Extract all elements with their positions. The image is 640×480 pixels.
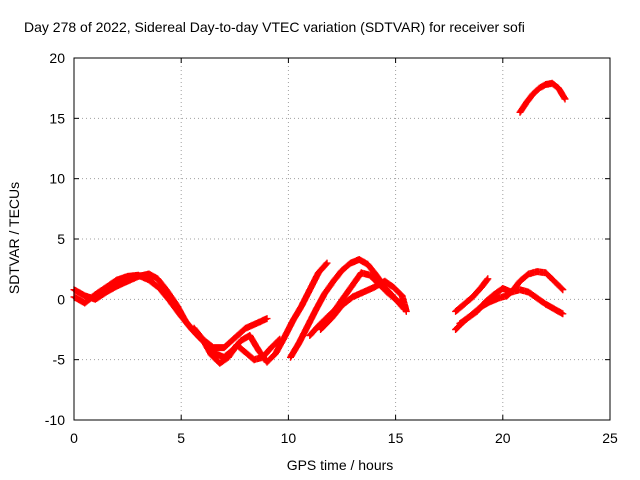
y-axis-ticks: -10 -5 0 5 10 15 20: [45, 50, 610, 428]
y-axis-label: SDTVAR / TECUs: [6, 182, 22, 294]
x-tick-label: 15: [388, 430, 404, 446]
x-tick-label: 10: [281, 430, 297, 446]
data-point-markers: [452, 275, 492, 315]
data-series-track-e: [306, 269, 408, 339]
chart-title: Day 278 of 2022, Sidereal Day-to-day VTE…: [24, 19, 525, 35]
plot-frame: [73, 57, 611, 421]
data-point-markers: [306, 269, 408, 339]
data-point-markers: [190, 324, 284, 367]
data-point-markers: [456, 285, 567, 327]
data-point-markers: [516, 79, 569, 116]
x-tick-label: 0: [70, 430, 78, 446]
y-tick-label: -10: [45, 412, 65, 428]
x-tick-label: 5: [177, 430, 185, 446]
data-series-track-c: [190, 324, 284, 367]
y-tick-label: 5: [57, 231, 65, 247]
data-series-track-f: [317, 277, 410, 333]
data-series-track-h: [452, 275, 492, 315]
x-tick-label: 25: [602, 430, 618, 446]
y-tick-label: 15: [49, 110, 65, 126]
y-tick-label: 10: [49, 171, 65, 187]
y-tick-label: 0: [57, 291, 65, 307]
data-point-markers: [317, 277, 410, 333]
x-axis-label: GPS time / hours: [287, 457, 394, 473]
y-tick-label: 20: [49, 50, 65, 66]
x-tick-label: 20: [495, 430, 511, 446]
data-series-track-i: [456, 285, 567, 327]
data-series-track-j: [516, 79, 569, 116]
y-tick-label: -5: [53, 352, 66, 368]
